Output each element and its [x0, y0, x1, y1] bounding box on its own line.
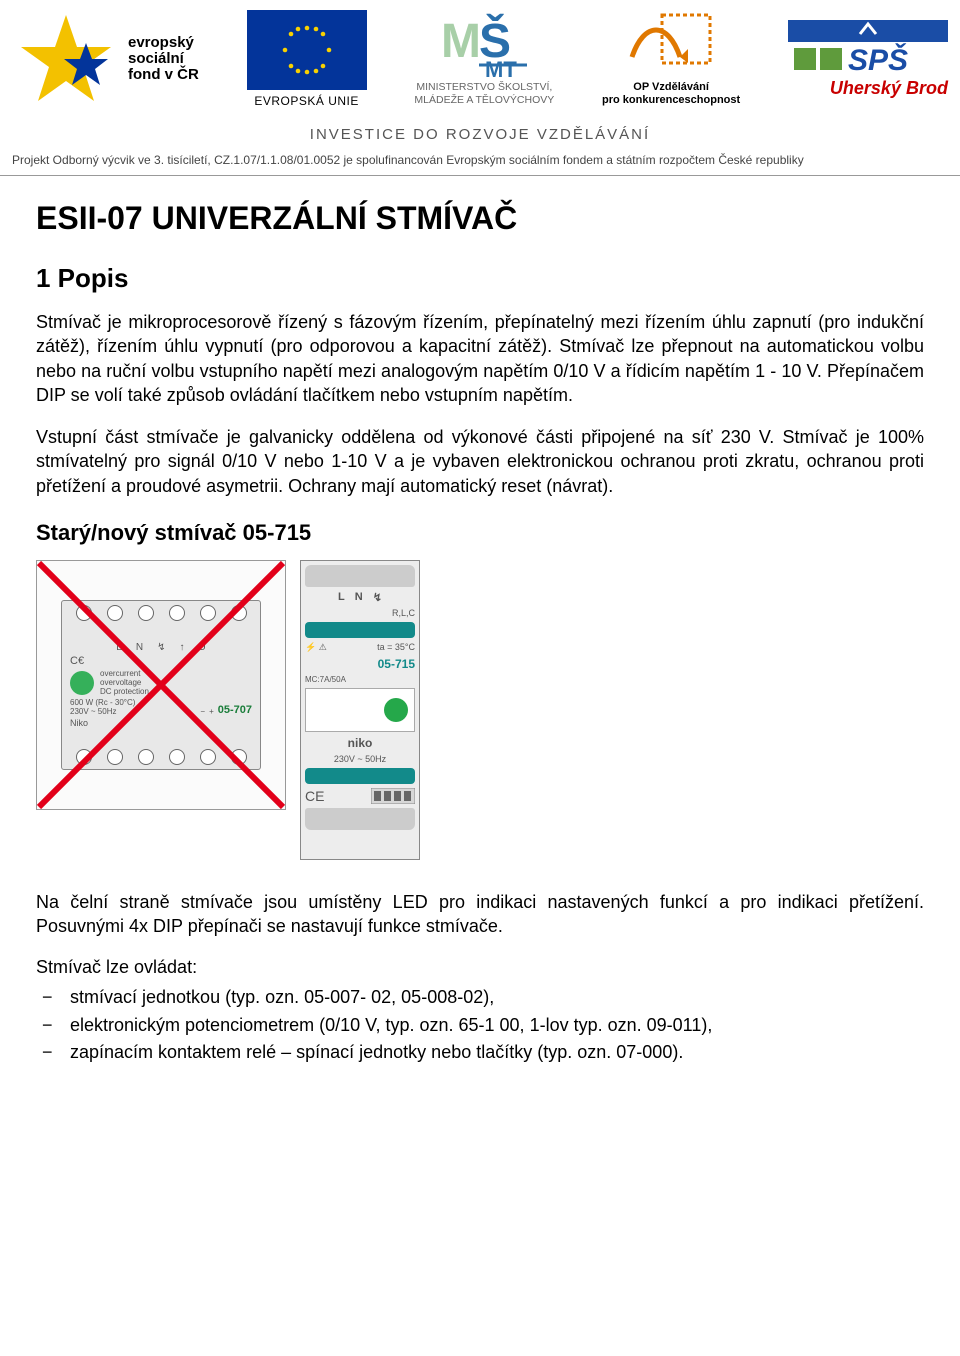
new-bottom-rating: 230V ~ 50Hz [334, 754, 386, 764]
dimmer-images-row: L N ↯ ↑ U C€ overcurrent [36, 560, 924, 860]
new-label-N: N [355, 591, 363, 604]
new-label-L: L [338, 591, 345, 604]
svg-text:M: M [441, 15, 481, 68]
sps-label-svg: SPŠ [848, 43, 908, 77]
logo-msmt: M Š MT MINISTERSTVO ŠKOLSTVÍ, MLÁDEŽE A … [414, 11, 554, 106]
logo-sps: SPŠ Uherský Brod [788, 20, 948, 99]
new-bottom-terminal [305, 808, 415, 830]
list-item: zapínacím kontaktem relé – spínací jedno… [70, 1039, 924, 1067]
paragraph-1: Stmívač je mikroprocesorově řízený s fáz… [36, 310, 924, 407]
red-cross-icon [37, 561, 285, 809]
paragraph-2: Vstupní část stmívače je galvanicky oddě… [36, 425, 924, 498]
new-teal-band [305, 622, 415, 638]
eu-label: EVROPSKÁ UNIE [254, 94, 359, 108]
dimmer-old-module: L N ↯ ↑ U C€ overcurrent [36, 560, 286, 810]
list-lead: Stmívač lze ovládat: [36, 957, 924, 978]
section-1-heading: 1 Popis [36, 263, 924, 294]
ce-mark: CE [305, 788, 324, 804]
header-logo-strip: evropský sociální fond v ČR [0, 0, 960, 114]
msmt-line-2: MLÁDEŽE A TĚLOVÝCHOVY [414, 94, 554, 107]
hand-icon [384, 698, 408, 722]
dip-switch-icon [371, 788, 415, 804]
paragraph-3: Na čelní straně stmívače jsou umístěny L… [36, 890, 924, 939]
new-top-labels: L N ↯ [338, 591, 382, 604]
list-item: elektronickým potenciometrem (0/10 V, ty… [70, 1012, 924, 1040]
op-text: OP Vzdělávání pro konkurenceschopnost [602, 81, 740, 107]
page-title: ESII-07 UNIVERZÁLNÍ STMÍVAČ [36, 200, 924, 237]
sub-heading-old-new: Starý/nový stmívač 05-715 [36, 520, 924, 546]
new-rating: MC:7A/50A [305, 675, 346, 684]
sps-sub: Uherský Brod [830, 78, 948, 99]
msmt-icon: M Š MT [439, 11, 529, 77]
msmt-line-1: MINISTERSTVO ŠKOLSTVÍ, [414, 81, 554, 94]
svg-text:MT: MT [485, 57, 517, 77]
content-body: ESII-07 UNIVERZÁLNÍ STMÍVAČ 1 Popis Stmí… [0, 200, 960, 1097]
new-ta: ta = 35°C [377, 642, 415, 653]
header-rule [0, 175, 960, 176]
op-line-2: pro konkurenceschopnost [602, 94, 740, 107]
new-teal-band-2 [305, 768, 415, 784]
sps-icon: SPŠ [788, 20, 948, 78]
esf-star-icon [12, 11, 120, 107]
project-line: Projekt Odborný výcvik ve 3. tisíciletí,… [0, 153, 960, 175]
new-brand: niko [348, 736, 373, 750]
list-item: stmívací jednotkou (typ. ozn. 05-007- 02… [70, 984, 924, 1012]
new-top-terminal [305, 565, 415, 587]
eu-flag-icon [247, 10, 367, 90]
op-icon [626, 11, 716, 77]
logo-esf: evropský sociální fond v ČR [12, 11, 199, 107]
new-display-panel [305, 688, 415, 732]
invest-line: INVESTICE DO ROZVOJE VZDĚLÁVÁNÍ [0, 114, 960, 153]
logo-eu: EVROPSKÁ UNIE [247, 10, 367, 108]
op-line-1: OP Vzdělávání [602, 81, 740, 94]
esf-line-1: evropský [128, 35, 199, 51]
msmt-text: MINISTERSTVO ŠKOLSTVÍ, MLÁDEŽE A TĚLOVÝC… [414, 81, 554, 106]
logo-op: OP Vzdělávání pro konkurenceschopnost [602, 11, 740, 107]
esf-line-3: fond v ČR [128, 67, 199, 83]
control-list: stmívací jednotkou (typ. ozn. 05-007- 02… [36, 984, 924, 1068]
new-model: 05-715 [378, 657, 415, 671]
new-label-wave: ↯ [373, 591, 382, 604]
dimmer-new-module: L N ↯ R,L,C ⚡ ⚠ ta = 35°C 05-715 MC:7A/5… [300, 560, 420, 860]
esf-text: evropský sociální fond v ČR [128, 35, 199, 82]
esf-line-2: sociální [128, 51, 199, 67]
